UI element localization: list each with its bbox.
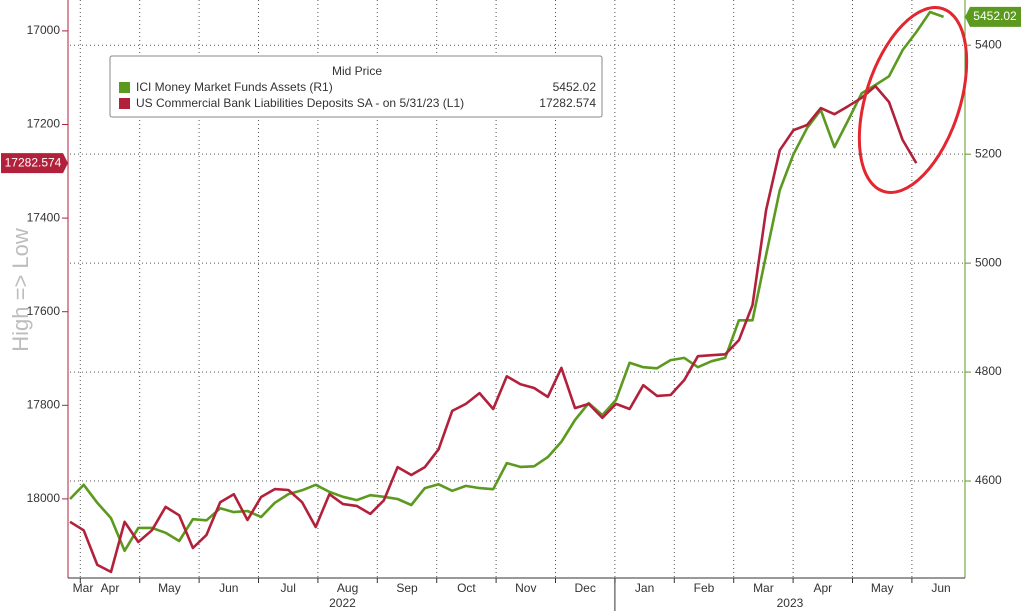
y-tick-label: 17000 <box>27 23 61 37</box>
x-tick-label: Jan <box>635 581 654 595</box>
x-tick-label: Oct <box>457 581 476 595</box>
x-tick-label: Jun <box>931 581 950 595</box>
lines <box>69 10 945 574</box>
legend-value: 5452.02 <box>553 80 597 94</box>
x-tick-label: May <box>871 581 894 595</box>
legend-label: US Commercial Bank Liabilities Deposits … <box>136 96 464 110</box>
x-tick-label: Nov <box>515 581 536 595</box>
y-tick-label: 17400 <box>27 210 61 224</box>
last-value-box <box>1 153 68 174</box>
legend-label: ICI Money Market Funds Assets (R1) <box>136 80 333 94</box>
x-tick-label: Jul <box>281 581 296 595</box>
y-tick-label: 17600 <box>27 304 61 318</box>
last-value-box <box>965 6 1021 27</box>
legend-swatch <box>119 98 130 109</box>
year-label: 2022 <box>329 596 356 610</box>
y2-tick-label: 5200 <box>975 146 1002 160</box>
x-tick-label: Jun <box>219 581 238 595</box>
ticks: 17000 17200 17400 17600 17800 18000 4600 4800 50… <box>1 6 1021 611</box>
y-tick-label: 18000 <box>27 491 61 505</box>
series-line <box>69 84 918 574</box>
y2-tick-label: 4800 <box>975 364 1002 378</box>
x-tick-label: Apr <box>101 581 120 595</box>
x-tick-label: Dec <box>575 581 596 595</box>
x-tick-label: Sep <box>396 581 418 595</box>
year-label: 2023 <box>777 596 804 610</box>
x-tick-label: Feb <box>694 581 715 595</box>
y2-tick-label: 5400 <box>975 37 1002 51</box>
y-tick-label: 17800 <box>27 397 61 411</box>
highlight-ellipse <box>857 6 969 194</box>
last-value-label: 17282.574 <box>5 155 62 169</box>
x-tick-label: Apr <box>813 581 832 595</box>
y2-tick-label: 5000 <box>975 255 1002 269</box>
x-tick-label: Mar <box>73 581 94 595</box>
y2-tick-label: 4600 <box>975 473 1002 487</box>
legend: Mid Price ICI Money Market Funds Assets … <box>109 55 603 118</box>
last-value-label: 5452.02 <box>973 9 1017 23</box>
legend-swatch <box>119 82 130 93</box>
x-tick-label: Mar <box>753 581 774 595</box>
legend-box <box>109 55 603 118</box>
y-tick-label: 17200 <box>27 117 61 131</box>
x-tick-label: Aug <box>337 581 358 595</box>
x-tick-label: May <box>158 581 181 595</box>
legend-title: Mid Price <box>332 64 382 78</box>
y-axis-label: High => Low <box>8 228 33 352</box>
legend-value: 17282.574 <box>539 96 596 110</box>
